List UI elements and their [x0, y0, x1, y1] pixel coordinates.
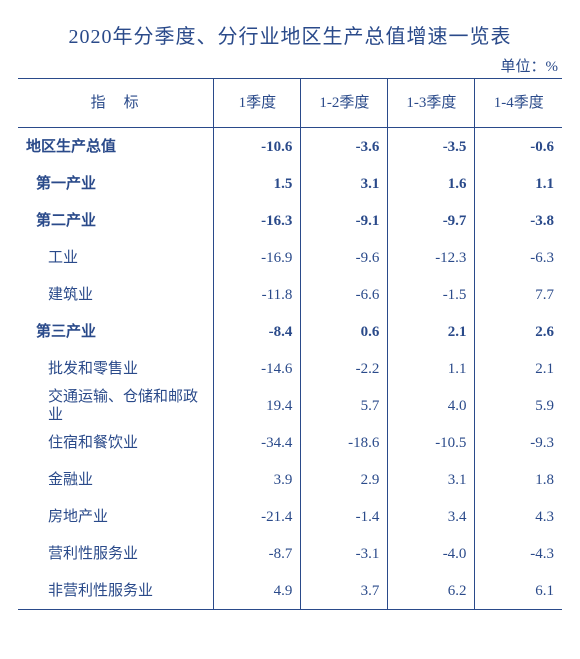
table-row: 金融业3.92.93.11.8	[18, 461, 562, 498]
cell-q4: 5.9	[475, 387, 562, 424]
cell-q3: 6.2	[388, 572, 475, 610]
cell-q4: -9.3	[475, 424, 562, 461]
cell-q2: 2.9	[301, 461, 388, 498]
gdp-growth-table: 指标 1季度 1-2季度 1-3季度 1-4季度 地区生产总值-10.6-3.6…	[18, 78, 562, 610]
cell-q4: 2.1	[475, 350, 562, 387]
row-label: 第三产业	[18, 313, 214, 350]
cell-q2: -9.6	[301, 239, 388, 276]
cell-q2: 5.7	[301, 387, 388, 424]
cell-q1: -11.8	[214, 276, 301, 313]
row-label: 非营利性服务业	[18, 572, 214, 610]
cell-q3: -1.5	[388, 276, 475, 313]
cell-q4: 2.6	[475, 313, 562, 350]
table-row: 工业-16.9-9.6-12.3-6.3	[18, 239, 562, 276]
cell-q2: 3.1	[301, 165, 388, 202]
cell-q1: 3.9	[214, 461, 301, 498]
cell-q3: 3.1	[388, 461, 475, 498]
cell-q3: 1.6	[388, 165, 475, 202]
cell-q2: -1.4	[301, 498, 388, 535]
cell-q2: -3.1	[301, 535, 388, 572]
table-row: 批发和零售业-14.6-2.21.12.1	[18, 350, 562, 387]
table-row: 第一产业1.53.11.61.1	[18, 165, 562, 202]
cell-q4: -0.6	[475, 128, 562, 166]
cell-q3: -10.5	[388, 424, 475, 461]
table-row: 地区生产总值-10.6-3.6-3.5-0.6	[18, 128, 562, 166]
row-label: 建筑业	[18, 276, 214, 313]
header-q1: 1季度	[214, 79, 301, 128]
cell-q4: -3.8	[475, 202, 562, 239]
cell-q4: -6.3	[475, 239, 562, 276]
cell-q4: 1.1	[475, 165, 562, 202]
row-label: 房地产业	[18, 498, 214, 535]
row-label: 交通运输、仓储和邮政业	[18, 387, 214, 424]
table-body: 地区生产总值-10.6-3.6-3.5-0.6第一产业1.53.11.61.1第…	[18, 128, 562, 610]
cell-q3: 4.0	[388, 387, 475, 424]
cell-q4: 6.1	[475, 572, 562, 610]
table-title: 2020年分季度、分行业地区生产总值增速一览表	[18, 20, 562, 49]
cell-q3: -4.0	[388, 535, 475, 572]
cell-q2: -9.1	[301, 202, 388, 239]
table-row: 第二产业-16.3-9.1-9.7-3.8	[18, 202, 562, 239]
cell-q1: -16.3	[214, 202, 301, 239]
row-label: 营利性服务业	[18, 535, 214, 572]
cell-q4: 4.3	[475, 498, 562, 535]
cell-q4: 1.8	[475, 461, 562, 498]
row-label: 第一产业	[18, 165, 214, 202]
header-q2: 1-2季度	[301, 79, 388, 128]
cell-q1: 1.5	[214, 165, 301, 202]
row-label: 批发和零售业	[18, 350, 214, 387]
header-row: 指标 1季度 1-2季度 1-3季度 1-4季度	[18, 79, 562, 128]
cell-q2: -2.2	[301, 350, 388, 387]
table-row: 建筑业-11.8-6.6-1.57.7	[18, 276, 562, 313]
cell-q2: -6.6	[301, 276, 388, 313]
cell-q1: -14.6	[214, 350, 301, 387]
cell-q1: 4.9	[214, 572, 301, 610]
table-row: 第三产业-8.40.62.12.6	[18, 313, 562, 350]
row-label: 工业	[18, 239, 214, 276]
table-row: 交通运输、仓储和邮政业19.45.74.05.9	[18, 387, 562, 424]
cell-q2: -18.6	[301, 424, 388, 461]
cell-q1: -8.4	[214, 313, 301, 350]
cell-q3: -9.7	[388, 202, 475, 239]
cell-q2: 3.7	[301, 572, 388, 610]
row-label: 金融业	[18, 461, 214, 498]
header-indicator: 指标	[18, 79, 214, 128]
row-label: 地区生产总值	[18, 128, 214, 166]
header-q3: 1-3季度	[388, 79, 475, 128]
table-row: 住宿和餐饮业-34.4-18.6-10.5-9.3	[18, 424, 562, 461]
cell-q3: 3.4	[388, 498, 475, 535]
cell-q2: -3.6	[301, 128, 388, 166]
cell-q1: -8.7	[214, 535, 301, 572]
row-label: 住宿和餐饮业	[18, 424, 214, 461]
cell-q2: 0.6	[301, 313, 388, 350]
cell-q3: 1.1	[388, 350, 475, 387]
header-q4: 1-4季度	[475, 79, 562, 128]
row-label: 第二产业	[18, 202, 214, 239]
table-row: 房地产业-21.4-1.43.44.3	[18, 498, 562, 535]
cell-q3: -3.5	[388, 128, 475, 166]
table-row: 营利性服务业-8.7-3.1-4.0-4.3	[18, 535, 562, 572]
cell-q3: 2.1	[388, 313, 475, 350]
unit-label: 单位：%	[18, 55, 562, 76]
cell-q1: -10.6	[214, 128, 301, 166]
cell-q4: 7.7	[475, 276, 562, 313]
table-row: 非营利性服务业4.93.76.26.1	[18, 572, 562, 610]
cell-q1: -34.4	[214, 424, 301, 461]
cell-q4: -4.3	[475, 535, 562, 572]
cell-q1: 19.4	[214, 387, 301, 424]
cell-q1: -16.9	[214, 239, 301, 276]
cell-q3: -12.3	[388, 239, 475, 276]
cell-q1: -21.4	[214, 498, 301, 535]
